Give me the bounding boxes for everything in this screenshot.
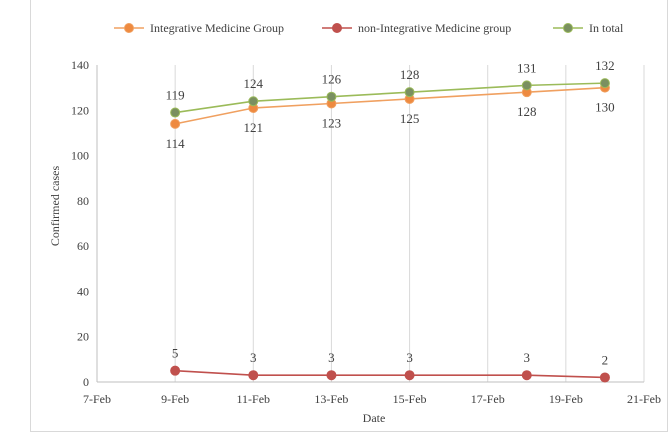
legend-marker [332, 23, 342, 33]
y-tick-label: 140 [71, 58, 89, 72]
series-3: 119 124 126 128 131 132 [166, 58, 615, 118]
legend-label: Integrative Medicine Group [150, 21, 284, 35]
legend-marker [563, 23, 573, 33]
data-point [170, 365, 181, 376]
data-point [248, 96, 259, 107]
y-tick-label: 100 [71, 149, 89, 163]
axes: 7-Feb 9-Feb 11-Feb 13-Feb 15-Feb 17-Feb 19-Feb… [71, 58, 661, 406]
data-label: 130 [595, 100, 615, 115]
legend-item: Integrative Medicine Group [114, 21, 284, 35]
y-tick-label: 40 [77, 284, 89, 298]
data-label: 2 [602, 352, 609, 367]
x-axis-label: Date [363, 411, 386, 425]
y-axis-label: Confirmed cases [48, 166, 62, 247]
y-tick-label: 0 [83, 375, 89, 389]
data-label: 131 [517, 60, 537, 75]
data-point [404, 87, 415, 98]
x-tick-label: 11-Feb [237, 392, 271, 406]
data-point [170, 107, 181, 118]
data-label: 3 [328, 350, 335, 365]
data-label: 128 [517, 104, 537, 119]
series-line [175, 369, 605, 379]
series-line [175, 82, 605, 114]
data-label: 5 [172, 346, 179, 361]
y-tick-label: 60 [77, 239, 89, 253]
data-point [599, 78, 610, 89]
data-label: 119 [166, 88, 185, 103]
chart-frame [30, 0, 668, 432]
data-label: 125 [400, 111, 420, 126]
data-label: 3 [250, 350, 257, 365]
data-point [521, 370, 532, 381]
series-2: 5 3 3 3 3 2 [170, 346, 610, 383]
series-line [174, 86, 605, 125]
x-tick-label: 17-Feb [471, 392, 505, 406]
x-tick-label: 15-Feb [393, 392, 427, 406]
x-tick-label: 21-Feb [627, 392, 661, 406]
legend-item: In total [553, 21, 624, 35]
legend-label: non-Integrative Medicine group [358, 21, 511, 35]
data-label: 3 [406, 350, 413, 365]
y-tick-label: 20 [77, 330, 89, 344]
data-point [170, 118, 181, 129]
data-point [326, 370, 337, 381]
data-label: 128 [400, 67, 420, 82]
data-label: 123 [322, 115, 342, 130]
x-tick-label: 9-Feb [161, 392, 189, 406]
data-point [248, 370, 259, 381]
data-label: 124 [244, 76, 264, 91]
y-tick-label: 120 [71, 103, 89, 117]
data-label: 3 [524, 350, 531, 365]
series-1: 114 121 123 125 128 130 [166, 82, 615, 151]
data-label: 114 [166, 136, 186, 151]
data-point [599, 372, 610, 383]
x-tick-label: 13-Feb [314, 392, 348, 406]
data-point [521, 80, 532, 91]
legend: Integrative Medicine Group non-Integrativ… [114, 21, 624, 35]
grid-lines [174, 65, 645, 382]
legend-item: non-Integrative Medicine group [322, 21, 511, 35]
legend-marker [124, 23, 134, 33]
data-label: 132 [595, 58, 615, 73]
x-tick-label: 19-Feb [549, 392, 583, 406]
legend-label: In total [589, 21, 624, 35]
y-tick-label: 80 [77, 194, 89, 208]
data-point [326, 91, 337, 102]
data-label: 121 [244, 120, 264, 135]
data-label: 126 [322, 72, 342, 87]
data-point [404, 370, 415, 381]
x-tick-label: 7-Feb [83, 392, 111, 406]
